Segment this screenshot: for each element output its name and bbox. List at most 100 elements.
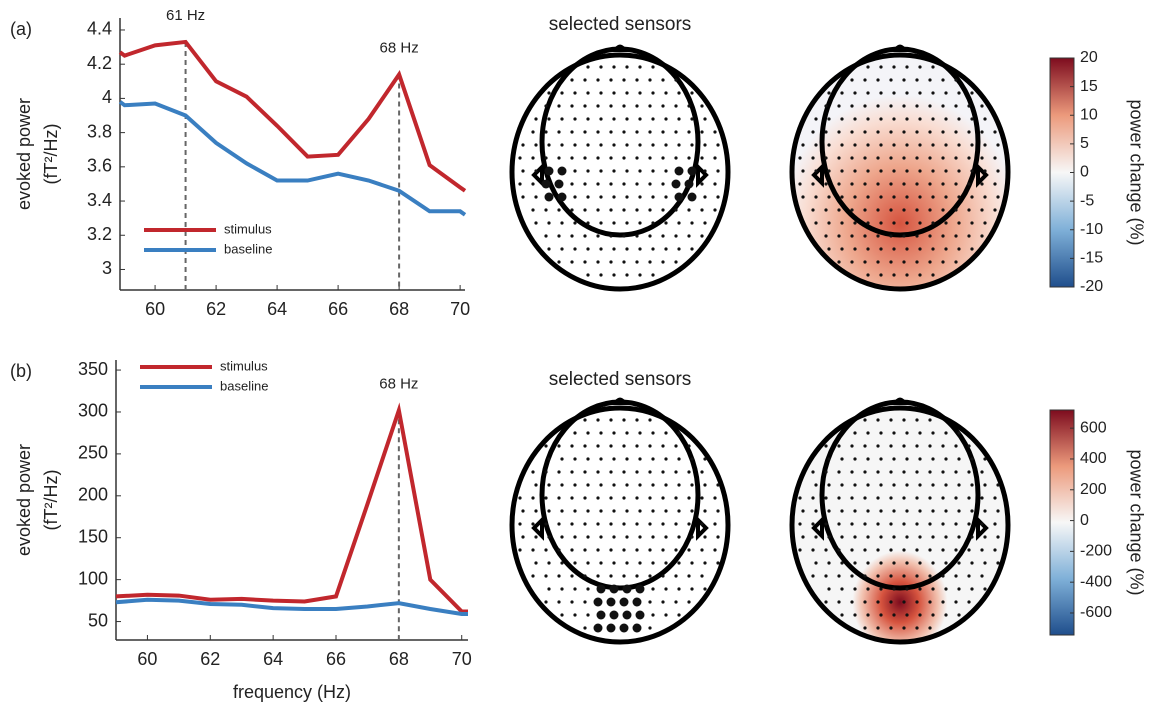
sensor [918, 195, 922, 199]
sensor [716, 169, 720, 173]
sensor [700, 548, 704, 552]
sensor [703, 561, 707, 565]
legend-label: stimulus [224, 221, 272, 236]
sensor [824, 522, 828, 526]
sensor [970, 587, 974, 591]
sensor [544, 470, 548, 474]
sensor [674, 522, 678, 526]
sensor [814, 143, 818, 147]
sensor [827, 535, 831, 539]
y-tick-label: 300 [78, 401, 108, 421]
sensor [902, 470, 906, 474]
sensor [625, 273, 629, 277]
sensor [622, 104, 626, 108]
sensor [915, 78, 919, 82]
sensor [824, 600, 828, 604]
sensor [716, 535, 720, 539]
sensor [983, 195, 987, 199]
sensor [941, 496, 945, 500]
sensor [889, 208, 893, 212]
sensor [931, 91, 935, 95]
sensor [879, 613, 883, 617]
y-tick-label: 3.6 [87, 156, 112, 176]
sensor [583, 234, 587, 238]
sensor [876, 78, 880, 82]
sensor [599, 457, 603, 461]
sensor [599, 65, 603, 69]
sensor [612, 535, 616, 539]
sensor [677, 247, 681, 251]
series-line [115, 402, 468, 614]
sensor [824, 496, 828, 500]
series-line [118, 100, 467, 217]
head-inner [539, 46, 701, 238]
sensor [547, 587, 551, 591]
y-tick-label: 3 [102, 258, 112, 278]
sensor [840, 143, 844, 147]
sensor [690, 509, 694, 513]
sensor [957, 247, 961, 251]
sensor [876, 600, 880, 604]
sensor [674, 600, 678, 604]
y-tick-label: 3.2 [87, 224, 112, 244]
sensor [638, 221, 642, 225]
sensor [866, 195, 870, 199]
sensor [713, 130, 717, 134]
sensor [840, 535, 844, 539]
sensor [905, 613, 909, 617]
sensor [889, 78, 893, 82]
sensor [534, 483, 538, 487]
sensor [638, 457, 642, 461]
nose [892, 44, 908, 52]
sensor [661, 156, 665, 160]
sensor [980, 104, 984, 108]
sensor [967, 156, 971, 160]
sensor [648, 444, 652, 448]
sensor [664, 613, 668, 617]
sensor [866, 117, 870, 121]
sensor [716, 143, 720, 147]
sensor [983, 143, 987, 147]
sensor [879, 65, 883, 69]
sensor [557, 104, 561, 108]
selected-sensor [622, 584, 632, 594]
sensor [905, 431, 909, 435]
sensor [648, 104, 652, 108]
sensor [531, 182, 535, 186]
sensor [664, 195, 668, 199]
sensor [690, 143, 694, 147]
sensor [609, 522, 613, 526]
sensor [798, 548, 802, 552]
sensor [687, 156, 691, 160]
sensor [521, 195, 525, 199]
sensor [638, 247, 642, 251]
sensor [837, 234, 841, 238]
sensor [980, 156, 984, 160]
series-line [118, 39, 467, 193]
sensor [892, 587, 896, 591]
sensor [879, 169, 883, 173]
annotation-label: 68 Hz [380, 39, 419, 56]
sensor [596, 496, 600, 500]
sensor [625, 431, 629, 435]
sensor [811, 496, 815, 500]
nose [892, 397, 908, 405]
sensor [635, 470, 639, 474]
sensor [677, 535, 681, 539]
sensor [970, 91, 974, 95]
sensor [928, 260, 932, 264]
sensor [902, 104, 906, 108]
sensor [648, 600, 652, 604]
sensor [902, 444, 906, 448]
sensor [700, 104, 704, 108]
sensor [902, 626, 906, 630]
sensor [622, 444, 626, 448]
sensor [596, 522, 600, 526]
sensor [928, 234, 932, 238]
selected-sensor [606, 597, 616, 607]
sensor [993, 522, 997, 526]
sensor [557, 208, 561, 212]
x-tick-label: 64 [267, 299, 287, 319]
x-tick-label: 70 [452, 649, 472, 669]
sensor [690, 457, 694, 461]
